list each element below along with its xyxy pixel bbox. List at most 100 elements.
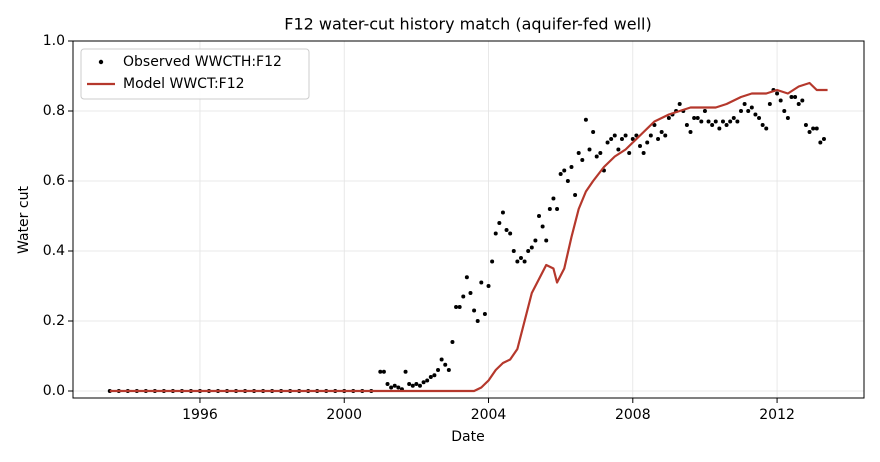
observed-point	[389, 385, 394, 390]
observed-point	[739, 109, 744, 113]
observed-point	[472, 308, 477, 313]
observed-point	[443, 362, 448, 367]
observed-point	[659, 130, 664, 134]
x-tick-label: 2012	[759, 407, 795, 423]
observed-point	[641, 151, 646, 155]
observed-point	[666, 116, 671, 120]
observed-point	[749, 105, 754, 110]
observed-point	[619, 137, 624, 141]
observed-point	[392, 383, 397, 388]
observed-point	[580, 158, 585, 162]
observed-point	[432, 373, 437, 378]
observed-point	[529, 245, 534, 250]
observed-point	[396, 385, 401, 390]
observed-point	[540, 224, 545, 229]
observed-point	[439, 357, 444, 362]
observed-point	[486, 284, 491, 288]
observed-point	[436, 368, 441, 372]
y-axis-label: Water cut	[16, 186, 32, 254]
observed-point	[594, 154, 599, 159]
observed-point	[591, 130, 596, 134]
observed-point	[497, 221, 502, 225]
observed-point	[609, 137, 614, 141]
observed-point	[634, 133, 639, 138]
observed-point	[782, 109, 787, 113]
observed-point	[814, 126, 819, 131]
observed-point	[508, 231, 513, 236]
plot-frame	[72, 40, 865, 399]
observed-point	[605, 140, 610, 145]
x-tick-label: 2000	[326, 407, 362, 423]
observed-point	[717, 126, 722, 131]
observed-point	[493, 231, 498, 236]
observed-point	[576, 151, 581, 155]
observed-point	[811, 126, 816, 131]
x-tick-label: 2008	[615, 407, 651, 423]
observed-point	[526, 249, 531, 253]
observed-point	[735, 119, 740, 124]
observed-point	[461, 294, 466, 299]
observed-point	[547, 207, 552, 211]
observed-point	[713, 119, 718, 124]
observed-point	[555, 207, 560, 211]
observed-point	[583, 117, 588, 122]
observed-point	[688, 130, 693, 134]
observed-point	[757, 116, 762, 120]
observed-point	[724, 123, 729, 127]
observed-point	[522, 259, 527, 264]
model-line	[109, 81, 828, 393]
y-tick-label: 0.0	[43, 383, 65, 399]
observed-point	[623, 133, 628, 138]
chart-title: F12 water-cut history match (aquifer-fed…	[284, 15, 651, 34]
observed-point	[378, 369, 383, 374]
observed-point	[475, 319, 480, 323]
observed-point	[457, 305, 462, 309]
observed-point	[381, 369, 386, 374]
observed-point	[793, 95, 798, 99]
legend-marker	[98, 59, 104, 65]
observed-point	[710, 123, 715, 127]
observed-point	[706, 119, 711, 124]
observed-point	[490, 259, 495, 264]
observed-point	[421, 380, 426, 385]
observed-point	[627, 151, 632, 155]
observed-point	[410, 383, 415, 388]
observed-point	[403, 369, 408, 374]
observed-point	[630, 137, 635, 141]
observed-point	[446, 368, 451, 372]
x-axis-label: Date	[451, 429, 484, 445]
observed-point	[767, 102, 772, 106]
observed-point	[656, 137, 661, 141]
observed-point	[518, 256, 523, 260]
observed-point	[511, 249, 516, 253]
y-tick-label: 0.6	[43, 173, 65, 189]
observed-point	[612, 133, 617, 138]
observed-point	[746, 109, 751, 113]
observed-point	[537, 214, 542, 218]
observed-point	[785, 116, 790, 120]
observed-point	[587, 147, 592, 152]
observed-point	[760, 123, 765, 127]
observed-point	[800, 98, 805, 103]
observed-point	[821, 137, 826, 141]
observed-point	[818, 140, 823, 145]
observed-point	[573, 193, 578, 197]
observed-point	[414, 382, 419, 386]
observed-point	[551, 196, 556, 201]
observed-point	[695, 116, 700, 120]
observed-point	[807, 130, 812, 134]
y-tick-label: 0.2	[43, 313, 65, 329]
legend-label: Model WWCT:F12	[123, 76, 245, 92]
y-tick-label: 0.4	[43, 243, 65, 259]
observed-point	[533, 238, 538, 243]
observed-point	[468, 291, 473, 295]
observed-point	[677, 102, 682, 106]
y-tick-label: 1.0	[43, 33, 65, 49]
observed-point	[454, 305, 459, 309]
observed-point	[684, 123, 689, 127]
observed-point	[764, 126, 769, 131]
observed-point	[720, 119, 725, 124]
observed-point	[775, 91, 780, 96]
legend-box	[80, 48, 310, 100]
